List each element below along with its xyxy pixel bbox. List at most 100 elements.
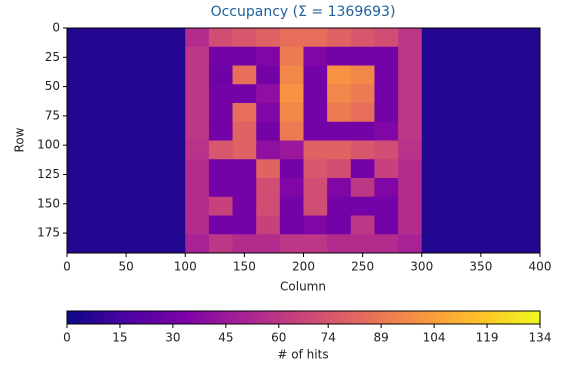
heatmap-cell <box>492 46 517 66</box>
colorbar-swatch <box>358 311 364 324</box>
colorbar-swatch <box>492 311 498 324</box>
colorbar-swatch <box>197 311 202 324</box>
y-tick-label: 150 <box>37 196 60 210</box>
heatmap-cell <box>398 140 423 160</box>
heatmap-cell <box>492 178 517 198</box>
colorbar-tick-label: 0 <box>63 331 71 345</box>
colorbar-swatch <box>193 311 198 324</box>
heatmap-cell <box>327 84 352 104</box>
colorbar-swatch <box>181 311 186 324</box>
heatmap-cell <box>114 28 139 48</box>
heatmap-cell <box>232 159 257 179</box>
heatmap-cell <box>137 121 163 141</box>
heatmap-cell <box>185 121 210 141</box>
heatmap-cell <box>516 140 541 160</box>
colorbar-swatch <box>516 311 521 324</box>
heatmap-cell <box>303 140 328 160</box>
heatmap-cell <box>350 65 375 85</box>
heatmap-cell <box>232 46 257 66</box>
heatmap-cell <box>256 178 281 198</box>
colorbar-swatch <box>169 311 175 324</box>
heatmap-cell <box>90 196 115 216</box>
colorbar-swatch <box>149 311 155 324</box>
colorbar-swatch <box>177 311 182 324</box>
colorbar-swatch <box>130 311 135 324</box>
heatmap-cell <box>303 215 328 235</box>
x-tick-label: 350 <box>469 260 492 274</box>
colorbar-swatch <box>208 311 214 324</box>
heatmap-cell <box>67 65 92 85</box>
heatmap-cell <box>208 178 234 198</box>
heatmap-cell <box>256 84 281 104</box>
heatmap-cell <box>303 28 328 48</box>
heatmap-cell <box>67 103 92 123</box>
heatmap-cell <box>327 28 352 48</box>
colorbar-swatch <box>141 311 147 324</box>
heatmap-cell <box>279 234 304 254</box>
heatmap-cell <box>421 140 446 160</box>
heatmap-cell <box>303 196 328 216</box>
heatmap-cell <box>114 121 139 141</box>
heatmap-cell <box>137 234 163 254</box>
heatmap-cell <box>469 121 494 141</box>
colorbar-swatch <box>512 311 517 324</box>
colorbar-swatch <box>157 311 163 324</box>
heatmap-cell <box>185 178 210 198</box>
heatmap-cell <box>421 103 446 123</box>
colorbar-swatch <box>212 311 218 324</box>
x-tick-label: 150 <box>233 260 256 274</box>
heatmap-cell <box>469 65 494 85</box>
heatmap-cell <box>161 140 186 160</box>
heatmap-cell <box>445 121 470 141</box>
heatmap-cell <box>232 28 257 48</box>
heatmap-cell <box>374 103 399 123</box>
heatmap-cell <box>185 140 210 160</box>
heatmap-cell <box>374 159 399 179</box>
colorbar-swatch <box>311 311 316 324</box>
heatmap-cell <box>208 159 234 179</box>
heatmap-cell <box>398 196 423 216</box>
colorbar-swatch <box>350 311 356 324</box>
chart-title: Occupancy (Σ = 1369693) <box>211 4 396 20</box>
heatmap-cell <box>516 121 541 141</box>
colorbar-tick-label: 119 <box>476 331 499 345</box>
x-axis-label: Column <box>280 280 326 294</box>
heatmap-cell <box>350 84 375 104</box>
colorbar-swatch <box>323 311 328 324</box>
colorbar-swatch <box>370 311 376 324</box>
colorbar-swatch <box>413 311 419 324</box>
heatmap-cell <box>256 65 281 85</box>
heatmap-cell <box>232 84 257 104</box>
colorbar-swatch <box>78 311 84 324</box>
heatmap-cell <box>232 234 257 254</box>
heatmap-cell <box>516 84 541 104</box>
heatmap-cell <box>161 178 186 198</box>
colorbar-tick-label: 134 <box>529 331 552 345</box>
heatmap-cell <box>350 215 375 235</box>
heatmap-cell <box>516 196 541 216</box>
x-tick-label: 50 <box>118 260 133 274</box>
heatmap-cell <box>161 159 186 179</box>
colorbar-swatch <box>402 311 407 324</box>
heatmap-cell <box>114 159 139 179</box>
heatmap-cell <box>114 215 139 235</box>
colorbar-swatch <box>398 311 403 324</box>
colorbar-swatch <box>275 311 281 324</box>
colorbar-swatch <box>271 311 277 324</box>
heatmap-cell <box>208 65 234 85</box>
heatmap-cell <box>445 178 470 198</box>
heatmap-cell <box>185 196 210 216</box>
colorbar-swatch <box>224 311 230 324</box>
heatmap-cell <box>492 84 517 104</box>
heatmap-cell <box>398 234 423 254</box>
colorbar-swatch <box>287 311 293 324</box>
colorbar-swatch <box>382 311 387 324</box>
colorbar-swatch <box>469 311 474 324</box>
heatmap-cell <box>303 159 328 179</box>
heatmap-cell <box>137 140 163 160</box>
heatmap-cell <box>114 234 139 254</box>
heatmap-cell <box>398 121 423 141</box>
colorbar-swatch <box>204 311 210 324</box>
y-tick-label: 0 <box>52 21 60 35</box>
